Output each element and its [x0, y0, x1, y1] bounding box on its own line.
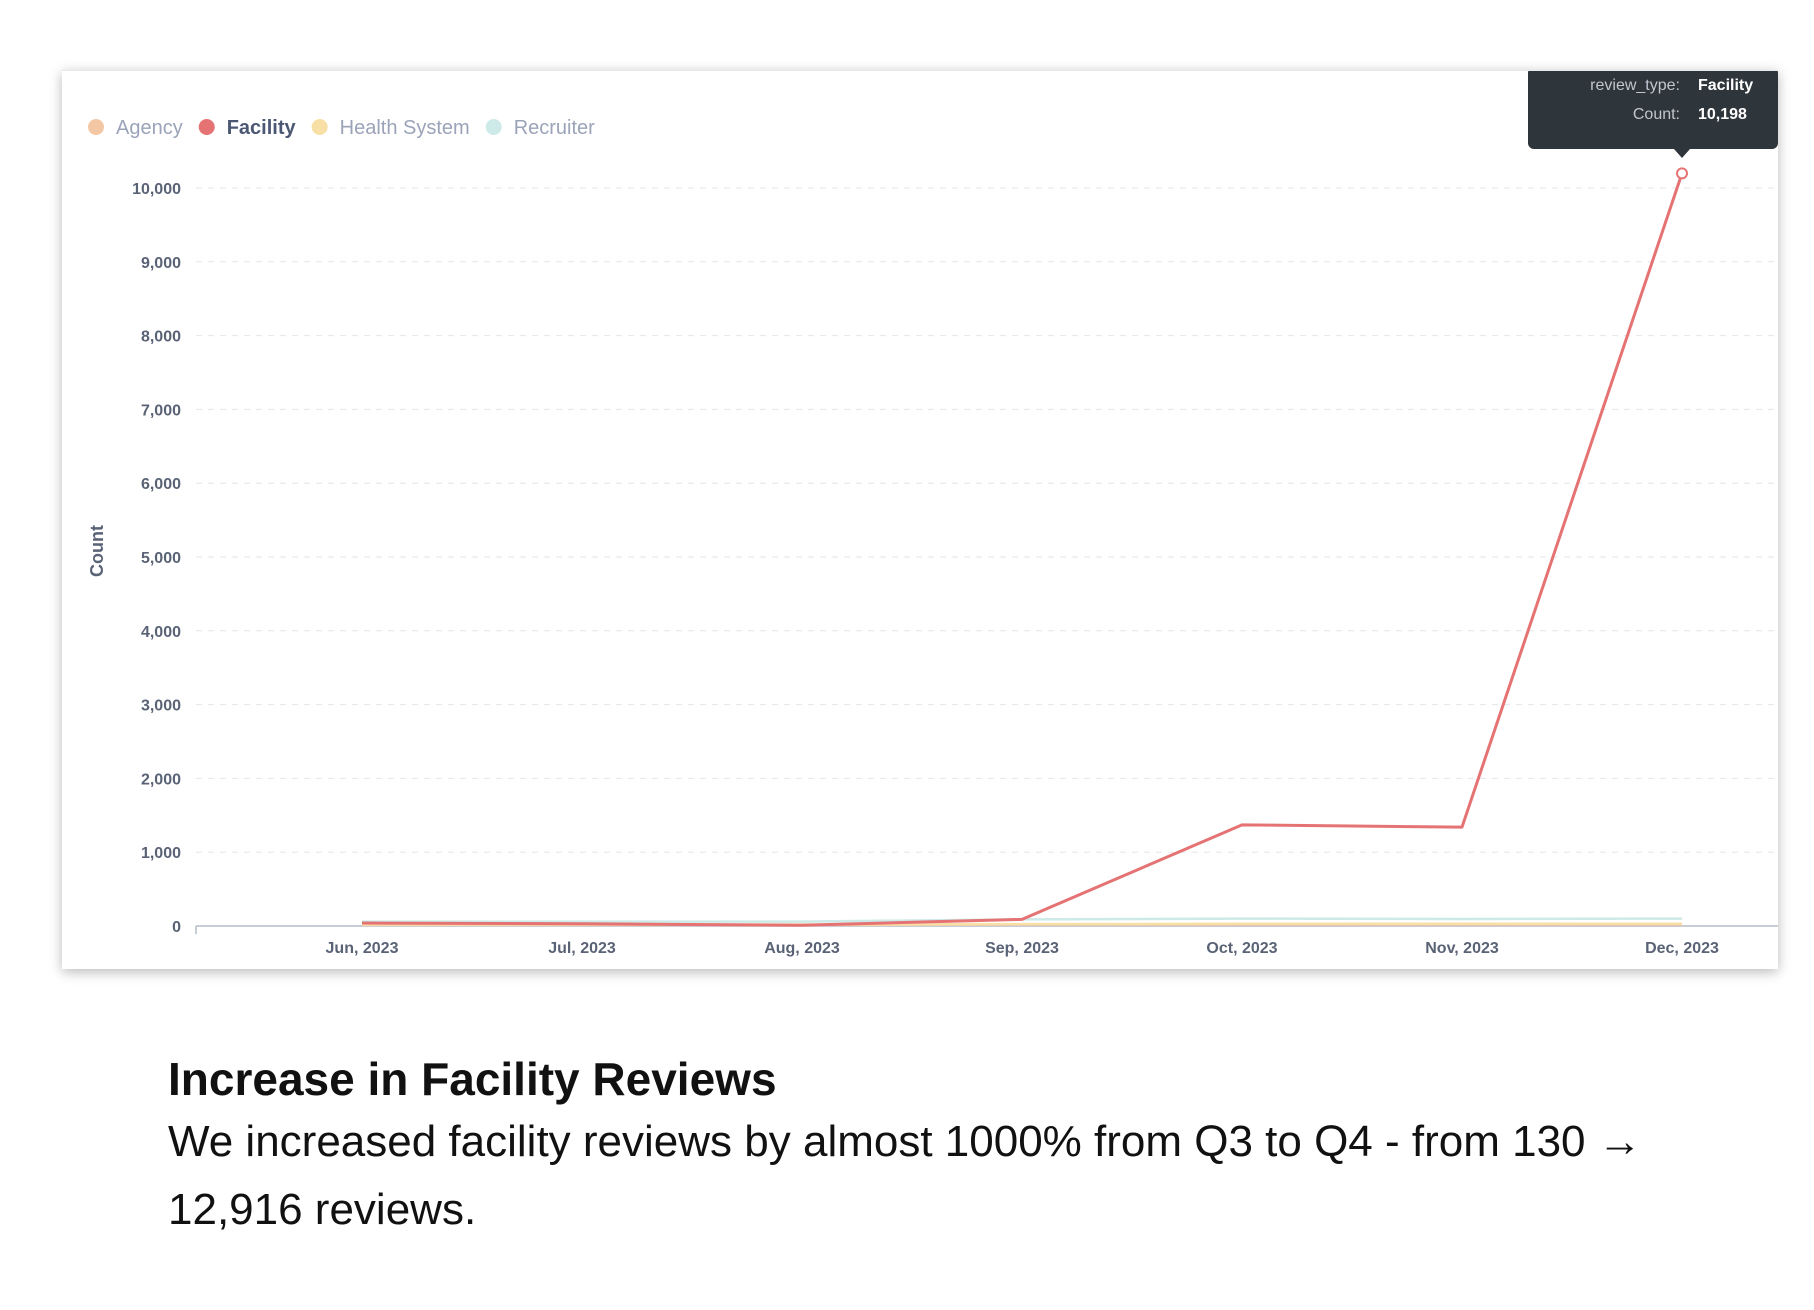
grid-lines	[196, 187, 1778, 853]
y-tick-label: 1,000	[141, 845, 181, 862]
caption-body: We increased facility reviews by almost …	[168, 1117, 1642, 1234]
legend-label: Recruiter	[514, 117, 595, 139]
tooltip-key: review_type:	[1590, 77, 1680, 94]
y-tick-label: 9,000	[141, 255, 181, 272]
y-tick-label: 4,000	[141, 624, 181, 641]
y-tick-label: 5,000	[141, 550, 181, 567]
x-tick-label: Jul, 2023	[548, 940, 616, 957]
highlighted-data-point[interactable]	[1676, 167, 1688, 180]
x-tick-label: Jun, 2023	[326, 940, 399, 957]
y-axis-label: Count	[87, 525, 107, 577]
legend-item-facility[interactable]: Facility	[198, 117, 297, 139]
tooltip-key: Count:	[1633, 106, 1680, 123]
y-tick-label: 10,000	[132, 181, 181, 198]
tooltip-box	[1528, 71, 1778, 149]
legend: Agency Facility Health System Recruiter	[88, 117, 595, 139]
y-tick-label: 7,000	[141, 402, 181, 419]
legend-swatch	[198, 119, 215, 135]
legend-item-recruiter[interactable]: Recruiter	[485, 117, 595, 139]
legend-swatch	[485, 119, 502, 135]
series-line-facility[interactable]	[361, 172, 1684, 927]
line-chart: 0 1,000 2,000 3,000 4,000 5,000 6,000 7,000 8,00…	[87, 71, 1778, 957]
legend-swatch	[311, 119, 328, 135]
tooltip: review_type: Facility Count: 10,198	[1528, 71, 1778, 180]
tooltip-value: Facility	[1698, 77, 1753, 94]
y-tick-label: 2,000	[141, 771, 181, 788]
x-tick-label: Nov, 2023	[1425, 940, 1499, 957]
legend-swatch	[88, 119, 104, 135]
legend-item-agency[interactable]: Agency	[88, 117, 183, 139]
tooltip-value: 10,198	[1698, 106, 1747, 123]
x-tick-label: Sep, 2023	[985, 940, 1059, 957]
legend-label: Health System	[340, 117, 470, 139]
caption-title: Increase in Facility Reviews	[168, 1053, 777, 1105]
legend-label: Facility	[227, 117, 297, 139]
legend-item-health-system[interactable]: Health System	[311, 117, 470, 139]
x-tick-label: Dec, 2023	[1645, 940, 1719, 957]
axes: 0 1,000 2,000 3,000 4,000 5,000 6,000 7,000 8,00…	[132, 181, 1778, 957]
y-tick-label: 3,000	[141, 698, 181, 715]
y-tick-label: 8,000	[141, 329, 181, 346]
tooltip-pointer	[1674, 149, 1690, 158]
x-tick-label: Aug, 2023	[764, 940, 840, 957]
series-lines	[361, 172, 1684, 927]
y-tick-label: 6,000	[141, 476, 181, 493]
y-tick-label: 0	[172, 919, 181, 936]
caption: Increase in Facility Reviews We increase…	[168, 1050, 1728, 1244]
legend-label: Agency	[116, 117, 183, 139]
x-tick-label: Oct, 2023	[1206, 940, 1277, 957]
chart-card: 0 1,000 2,000 3,000 4,000 5,000 6,000 7,000 8,00…	[62, 70, 1778, 969]
